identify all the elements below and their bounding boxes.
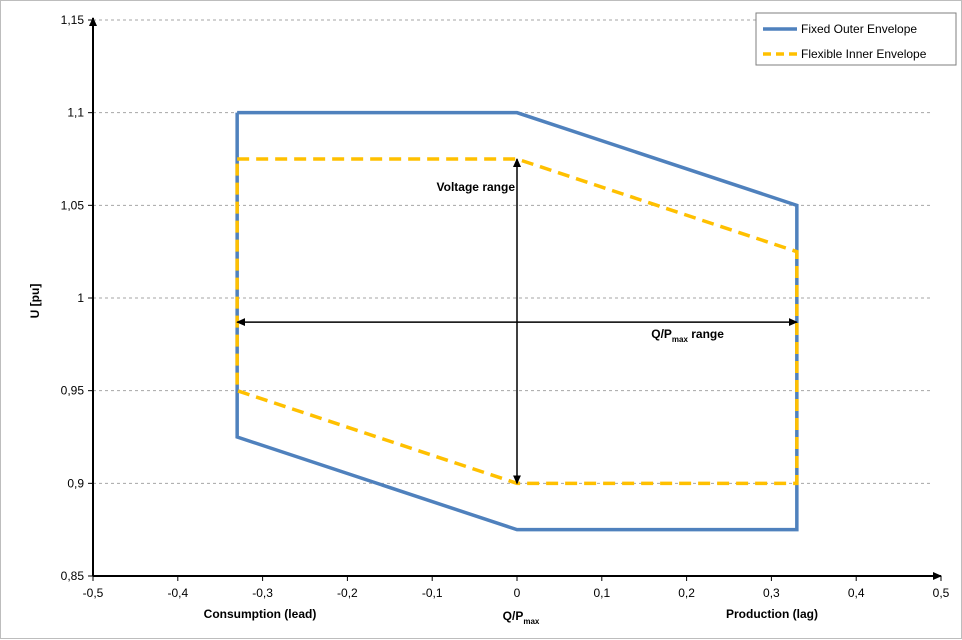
x-tick-label: -0,1 (422, 586, 443, 600)
y-tick-label: 0,95 (61, 384, 85, 398)
voltage-range-label: Voltage range (437, 180, 516, 194)
y-axis-title: U [pu] (28, 284, 42, 319)
x-tick-label: -0,2 (337, 586, 358, 600)
x-tick-label: 0,2 (678, 586, 695, 600)
x-tick-label: 0 (514, 586, 521, 600)
legend-label-fixed-outer: Fixed Outer Envelope (801, 22, 917, 36)
legend-label-flexible-inner: Flexible Inner Envelope (801, 47, 927, 61)
gridlines (93, 20, 933, 483)
y-tick-label: 0,9 (67, 476, 84, 490)
x-axis-title: Q/Pmax (503, 609, 540, 626)
x-tick-label: 0,5 (933, 586, 950, 600)
y-tick-label: 1 (77, 291, 84, 305)
y-tick-label: 1,15 (61, 13, 85, 27)
annotations: Voltage range Q/Pmax range (237, 159, 797, 483)
x-side-label-left: Consumption (lead) (204, 607, 317, 621)
x-tick-label: 0,3 (763, 586, 780, 600)
legend: Fixed Outer Envelope Flexible Inner Enve… (756, 13, 956, 65)
x-tick-label: 0,1 (593, 586, 610, 600)
x-tick-label: -0,3 (252, 586, 273, 600)
x-side-label-right: Production (lag) (726, 607, 818, 621)
tick-labels: -0,5 -0,4 -0,3 -0,2 -0,1 0 0,1 0,2 0,3 0,4 0,5 0,85… (61, 13, 950, 600)
y-tick-label: 0,85 (61, 569, 85, 583)
y-tick-label: 1,1 (67, 106, 84, 120)
x-tick-label: 0,4 (848, 586, 865, 600)
x-tick-label: -0,5 (83, 586, 104, 600)
q-range-label: Q/Pmax range (651, 327, 724, 344)
x-tick-label: -0,4 (167, 586, 188, 600)
y-tick-label: 1,05 (61, 198, 85, 212)
